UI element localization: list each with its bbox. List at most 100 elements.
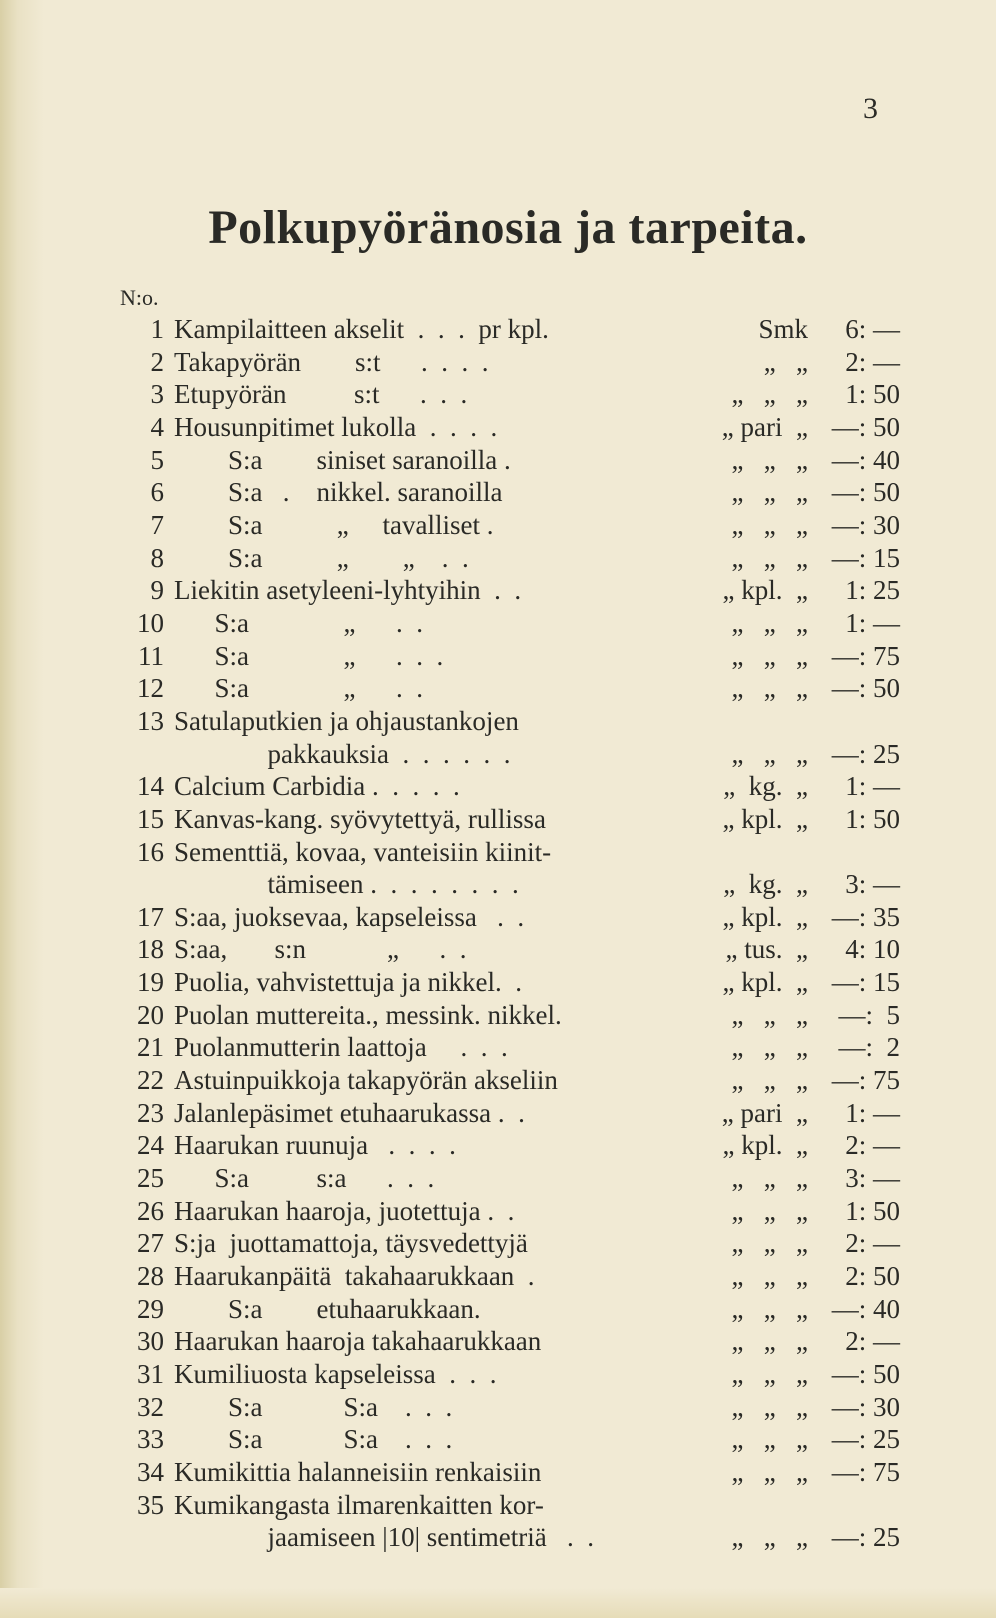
item-number: 9 [116, 574, 174, 607]
item-price: 1: 50 [808, 1195, 900, 1228]
item-description: Sementtiä, kovaa, vanteisiin kiinit- [174, 836, 551, 869]
item-number: 22 [116, 1064, 174, 1097]
item-description: S:a „ . . . [174, 640, 443, 673]
item-description: Haarukan haaroja, juotettuja . . [174, 1195, 514, 1228]
item-unit: „ „ „ [716, 1227, 808, 1260]
item-unit: „ kg. „ [716, 868, 808, 901]
page-bottom-edge [0, 1588, 996, 1618]
item-number: 26 [116, 1195, 174, 1228]
item-number: 23 [116, 1097, 174, 1130]
item-price: —: 15 [808, 542, 900, 575]
page-title: Polkupyöränosia ja tarpeita. [116, 200, 900, 255]
item-number: 34 [116, 1456, 174, 1489]
item-unit: „ „ „ [716, 1358, 808, 1391]
item-unit: „ „ „ [716, 640, 808, 673]
item-price: —: 40 [808, 444, 900, 477]
item-number: 3 [116, 378, 174, 411]
item-unit: „ kpl. „ [716, 574, 808, 607]
price-row: 17S:aa, juoksevaa, kapseleissa . .„ kpl.… [116, 901, 900, 934]
item-description: Takapyörän s:t . . . . [174, 346, 489, 379]
item-description: S:a siniset saranoilla . [174, 444, 511, 477]
item-price: —: 50 [808, 476, 900, 509]
item-description: Puolanmutterin laattoja . . . [174, 1031, 508, 1064]
item-price: 4: 10 [808, 933, 900, 966]
item-description: Kumiliuosta kapseleissa . . . [174, 1358, 496, 1391]
price-row: 18S:aa, s:n „ . .„ tus. „4: 10 [116, 933, 900, 966]
item-unit: „ pari „ [716, 1097, 808, 1130]
price-row: 8 S:a „ „ . .„ „ „—: 15 [116, 542, 900, 575]
item-description: Kanvas-kang. syövytettyä, rullissa [174, 803, 546, 836]
price-row: 35Kumikangasta ilmarenkaitten kor- [116, 1489, 900, 1522]
item-unit: „ pari „ [716, 411, 808, 444]
item-number: 31 [116, 1358, 174, 1391]
item-unit: „ „ „ [716, 1031, 808, 1064]
item-number: 24 [116, 1129, 174, 1162]
item-number: 7 [116, 509, 174, 542]
item-price: 1: — [808, 607, 900, 640]
item-number: 13 [116, 705, 174, 738]
item-price: 1: 50 [808, 378, 900, 411]
item-price: 2: 50 [808, 1260, 900, 1293]
item-description: Housunpitimet lukolla . . . . [174, 411, 497, 444]
item-unit: „ „ „ [716, 1293, 808, 1326]
item-description: tämiseen . . . . . . . . [200, 868, 519, 901]
item-unit: „ tus. „ [716, 933, 808, 966]
item-unit: „ „ „ [716, 509, 808, 542]
page-left-edge [0, 0, 44, 1618]
item-price: 2: — [808, 1325, 900, 1358]
item-price: —: 30 [808, 509, 900, 542]
price-row: 19Puolia, vahvistettuja ja nikkel. .„ kp… [116, 966, 900, 999]
item-number: 21 [116, 1031, 174, 1064]
price-row: 33 S:a S:a . . .„ „ „—: 25 [116, 1423, 900, 1456]
price-row: 7 S:a „ tavalliset . „ „ „—: 30 [116, 509, 900, 542]
price-row: 5 S:a siniset saranoilla .„ „ „—: 40 [116, 444, 900, 477]
item-price: —: 75 [808, 640, 900, 673]
item-description: S:a „ „ . . [174, 542, 469, 575]
item-number: 16 [116, 836, 174, 869]
price-row: 20Puolan muttereita., messink. nikkel.„ … [116, 999, 900, 1032]
item-description: Haarukanpäitä takahaarukkaan . [174, 1260, 535, 1293]
item-description: Kumikangasta ilmarenkaitten kor- [174, 1489, 544, 1522]
item-description: S:a S:a . . . [174, 1423, 452, 1456]
item-description: Calcium Carbidia . . . . . [174, 770, 460, 803]
item-number: 11 [116, 640, 174, 673]
item-number: 35 [116, 1489, 174, 1522]
item-number: 25 [116, 1162, 174, 1195]
item-price: —: 15 [808, 966, 900, 999]
item-unit: „ „ „ [716, 476, 808, 509]
item-price: —: 50 [808, 411, 900, 444]
price-row: 16Sementtiä, kovaa, vanteisiin kiinit- [116, 836, 900, 869]
price-row: 21Puolanmutterin laattoja . . .„ „ „—: 2 [116, 1031, 900, 1064]
item-number: 10 [116, 607, 174, 640]
item-price: 3: — [808, 868, 900, 901]
item-price: 3: — [808, 1162, 900, 1195]
page-number: 3 [863, 92, 878, 126]
item-unit: „ „ „ [716, 999, 808, 1032]
price-row: 13Satulaputkien ja ohjaustankojen [116, 705, 900, 738]
item-number: 28 [116, 1260, 174, 1293]
price-row: 24Haarukan ruunuja . . . .„ kpl. „2: — [116, 1129, 900, 1162]
item-unit: „ kpl. „ [716, 1129, 808, 1162]
item-price: —: 40 [808, 1293, 900, 1326]
price-row: 26Haarukan haaroja, juotettuja . .„ „ „1… [116, 1195, 900, 1228]
price-row: 28Haarukanpäitä takahaarukkaan .„ „ „2: … [116, 1260, 900, 1293]
item-description: Astuinpuikkoja takapyörän akseliin [174, 1064, 558, 1097]
item-unit: „ „ „ [716, 1162, 808, 1195]
item-description: Puolia, vahvistettuja ja nikkel. . [174, 966, 522, 999]
item-number: 19 [116, 966, 174, 999]
item-description: Kumikittia halanneisiin renkaisiin [174, 1456, 541, 1489]
item-price: 1: — [808, 1097, 900, 1130]
item-number: 20 [116, 999, 174, 1032]
item-description: S:a etuhaarukkaan. [174, 1293, 481, 1326]
item-price: 1: 25 [808, 574, 900, 607]
item-number: 33 [116, 1423, 174, 1456]
item-price: —: 50 [808, 672, 900, 705]
item-description: Kampilaitteen akselit . . . pr kpl. [174, 313, 549, 346]
item-unit: „ „ „ [716, 738, 808, 771]
item-unit: „ „ „ [716, 1521, 808, 1554]
item-description: Liekitin asetyleeni-lyhtyihin . . [174, 574, 521, 607]
item-description: S:a „ tavalliset . [174, 509, 493, 542]
item-unit: „ „ „ [716, 1325, 808, 1358]
item-price: 1: 50 [808, 803, 900, 836]
item-unit: Smk [716, 313, 808, 346]
